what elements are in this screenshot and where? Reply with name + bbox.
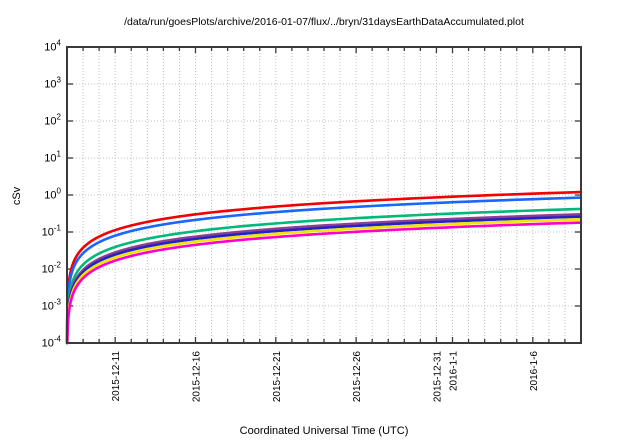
plot-title: /data/run/goesPlots/archive/2016-01-07/f… (124, 16, 524, 28)
x-tick-label: 2016-1-6 (529, 351, 540, 391)
x-tick-label: 2016-1-1 (449, 351, 460, 391)
y-tick-label: 104 (44, 39, 61, 54)
x-tick-label: 2015-12-11 (111, 351, 122, 402)
x-tick-label: 2015-12-31 (432, 351, 443, 403)
y-tick-label: 10-3 (42, 298, 62, 313)
x-tick-label: 2015-12-16 (192, 351, 203, 403)
y-axis-label: cSv (11, 186, 23, 206)
x-tick-label: 2015-12-21 (272, 351, 283, 403)
y-tick-label: 10-4 (42, 335, 62, 350)
y-tick-label: 10-1 (42, 224, 62, 239)
plot-frame (66, 46, 582, 344)
y-tick-label: 103 (44, 76, 61, 91)
x-tick-labels: 2015-12-11 2015-12-16 2015-12-21 2015-12-26… (111, 351, 540, 403)
y-tick-label: 101 (44, 150, 61, 165)
y-tick-labels: 104 103 102 101 100 10-1 10-2 10-3 10-4 (42, 39, 62, 350)
x-tick-label: 2015-12-26 (352, 351, 363, 403)
x-axis-label: Coordinated Universal Time (UTC) (239, 425, 409, 437)
y-tick-label: 102 (44, 113, 61, 128)
y-tick-label: 100 (44, 187, 61, 202)
series-navy-line (65, 215, 583, 345)
y-tick-label: 10-2 (42, 261, 62, 276)
